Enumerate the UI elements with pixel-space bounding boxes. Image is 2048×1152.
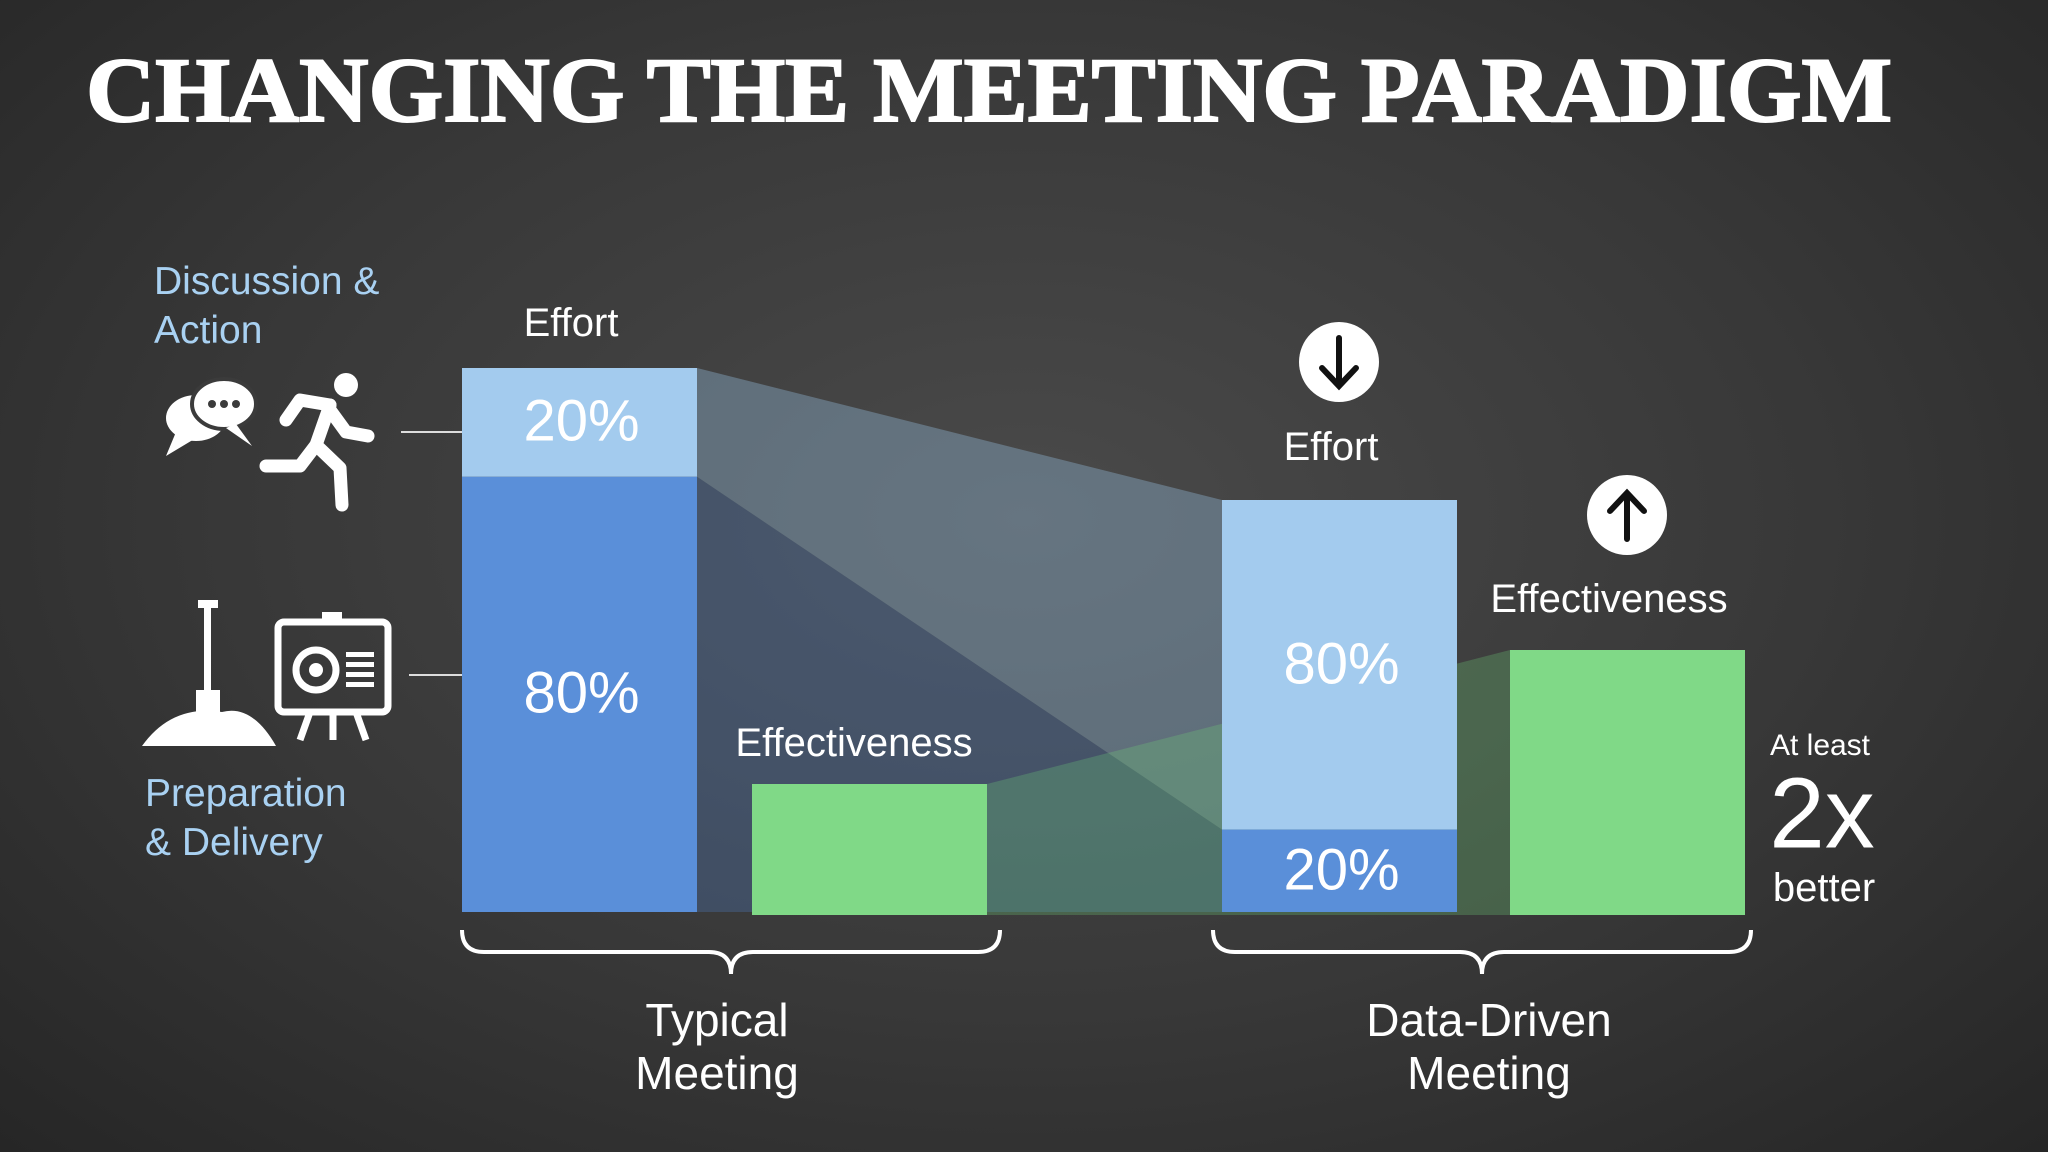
- down-arrow-icon: [1299, 322, 1379, 402]
- discussion-icon: [166, 377, 258, 456]
- effort-segment: [1222, 500, 1457, 830]
- up-arrow-icon: [1587, 475, 1667, 555]
- legend-bottom-label: Preparation & Delivery: [145, 772, 347, 864]
- effort-segment: [1222, 829, 1457, 912]
- legend-top-label: Discussion & Action: [154, 260, 380, 352]
- group-label: Data-Driven Meeting: [1366, 994, 1612, 1099]
- note-value: 2x: [1769, 757, 1875, 870]
- action-icon: [259, 373, 375, 512]
- delivery-icon: [274, 612, 392, 742]
- preparation-icon: [142, 600, 276, 746]
- title: CHANGING THE MEETING PARADIGM: [86, 39, 1892, 141]
- group-label: Typical Meeting: [635, 994, 799, 1099]
- effort-label: Effort: [1283, 425, 1379, 469]
- effort-segment: [462, 368, 697, 477]
- effectiveness-bar: [1510, 650, 1745, 915]
- percent-label: 20%: [523, 389, 640, 455]
- effectiveness-label: Effectiveness: [1490, 577, 1728, 621]
- brace: [460, 929, 1002, 975]
- effectiveness-bar: [752, 784, 987, 915]
- percent-label: 80%: [523, 661, 640, 727]
- percent-label: 80%: [1283, 631, 1400, 697]
- note-prefix: At least: [1769, 728, 1871, 762]
- bars: [462, 368, 1745, 915]
- brace: [1211, 929, 1753, 975]
- effectiveness-label: Effectiveness: [735, 721, 973, 765]
- percent-label: 20%: [1283, 837, 1400, 903]
- effort-segment: [462, 476, 697, 912]
- effort-label: Effort: [523, 301, 619, 345]
- band: [697, 368, 1222, 830]
- note-suffix: better: [1772, 866, 1876, 910]
